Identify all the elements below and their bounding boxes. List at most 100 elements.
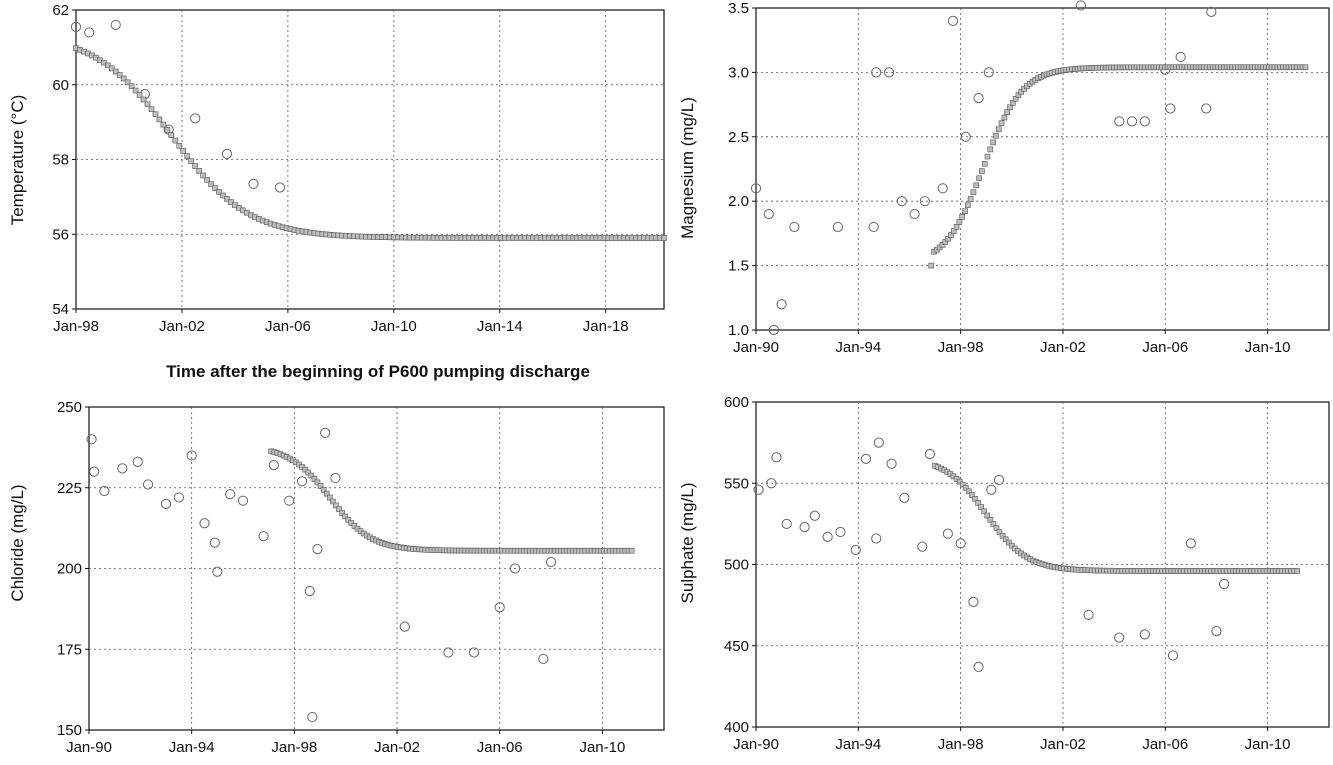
chloride-observed-point — [468, 647, 480, 658]
magnesium-observed-point — [768, 324, 780, 336]
magnesium-model-point — [956, 219, 963, 225]
sulphate-observed-point — [899, 492, 910, 503]
sulphate-model-point — [990, 521, 997, 527]
sulphate-y-tick-label: 550 — [724, 475, 749, 492]
magnesium-x-tick-label: Jan-90 — [733, 339, 779, 356]
temperature-observed-point — [70, 21, 82, 32]
magnesium-model-point — [1015, 92, 1022, 98]
chloride-model-point — [342, 513, 348, 520]
temperature-model-point — [128, 83, 135, 90]
chloride-observed-point — [86, 434, 97, 445]
sulphate-observed-point — [1139, 629, 1150, 640]
magnesium-observed-point — [1114, 116, 1125, 127]
chloride-observed-point — [225, 489, 236, 500]
magnesium-model-point — [995, 126, 1002, 133]
sulphate-x-tick-label: Jan-90 — [733, 736, 779, 753]
sulphate-observed-point — [766, 478, 777, 489]
temperature-y-tick-label: 62 — [52, 2, 69, 19]
temperature-x-tick-label: Jan-06 — [265, 318, 311, 335]
chloride-observed-point — [284, 495, 295, 506]
temperature-observed-point — [190, 113, 201, 124]
temperature-plot-area — [75, 9, 665, 310]
magnesium-model-point — [1001, 114, 1008, 121]
sulphate-observed-point — [924, 448, 936, 460]
temperature-observed-point — [274, 182, 286, 193]
magnesium-observed-point — [883, 67, 895, 78]
magnesium-observed-point — [1206, 6, 1217, 17]
chloride-observed-point — [258, 531, 269, 542]
temperature-observed-point — [221, 148, 233, 159]
chloride-observed-point — [443, 647, 454, 658]
chloride-model-point — [326, 494, 333, 501]
magnesium-y-axis-title: Magnesium (mg/L) — [678, 97, 697, 239]
temperature-model-point — [172, 137, 179, 144]
magnesium-plot-area — [755, 7, 1330, 331]
temperature-model-point — [176, 143, 183, 149]
sulphate-observed-point — [942, 528, 953, 539]
temperature-model-point — [156, 116, 163, 123]
magnesium-y-tick-label: 3.0 — [728, 64, 749, 81]
sulphate-observed-point — [993, 474, 1005, 486]
magnesium-x-tick-label: Jan-98 — [938, 339, 984, 356]
magnesium-observed-point — [832, 221, 843, 233]
chloride-observed-point — [132, 456, 143, 468]
sulphate-x-tick-label: Jan-02 — [1040, 736, 1086, 753]
chloride-observed-point — [268, 460, 279, 471]
sulphate-x-tick-label: Jan-98 — [938, 736, 984, 753]
magnesium-model-point — [962, 208, 968, 215]
sulphate-y-tick-label: 450 — [724, 638, 749, 655]
chloride-observed-point — [209, 537, 220, 548]
magnesium-x-tick-label: Jan-94 — [835, 339, 881, 356]
magnesium-y-tick-label: 2.0 — [728, 193, 749, 210]
chloride-y-tick-label: 250 — [57, 399, 82, 416]
chloride-y-tick-label: 175 — [57, 641, 82, 658]
chloride-observed-point — [304, 586, 315, 597]
magnesium-observed-point — [871, 67, 882, 78]
magnesium-observed-point — [1201, 103, 1212, 114]
temperature-model-point — [160, 121, 167, 128]
chloride-model-point — [345, 517, 352, 523]
chloride-y-axis-title: Chloride (mg/L) — [8, 484, 27, 602]
chloride-observed-point — [399, 621, 410, 632]
sulphate-observed-point — [973, 661, 984, 672]
temperature-model-point — [212, 185, 218, 191]
chloride-observed-point — [199, 518, 210, 529]
temperature-model-point — [224, 196, 230, 202]
magnesium-x-tick-label: Jan-02 — [1040, 339, 1086, 356]
magnesium-model-point — [953, 223, 960, 230]
sulphate-x-tick-label: Jan-10 — [1245, 736, 1291, 753]
sulphate-model-point — [1294, 568, 1301, 574]
chloride-model-point — [317, 483, 324, 489]
temperature-model-point — [104, 62, 111, 69]
chloride-model-point — [320, 486, 327, 493]
sulphate-model-point — [978, 504, 984, 510]
chloride-model-point — [308, 472, 315, 479]
chloride-model-point — [314, 479, 321, 486]
temperature-x-tick-label: Jan-18 — [583, 318, 629, 335]
magnesium-model-point — [942, 239, 949, 245]
temperature-x-tick-label: Jan-02 — [159, 318, 205, 335]
magnesium-model-point — [967, 196, 974, 202]
sulphate-plot: 400 450 500 550 600 Jan-90 Jan-94 Jan-98 Jan-02 J… — [724, 394, 1330, 753]
sulphate-model-point — [984, 512, 991, 519]
chloride-model-point — [333, 502, 339, 509]
chloride-observed-point — [99, 485, 110, 497]
sulphate-model-point — [956, 478, 963, 485]
chloride-x-tick-label: Jan-10 — [579, 739, 625, 756]
chloride-observed-point — [186, 450, 197, 461]
magnesium-observed-point — [896, 196, 907, 207]
magnesium-model-point — [939, 242, 946, 248]
chloride-model-point — [323, 490, 330, 497]
sulphate-observed-point — [1083, 609, 1094, 620]
magnesium-x-tick-label: Jan-10 — [1245, 339, 1291, 356]
magnesium-model-point — [945, 235, 951, 242]
magnesium-observed-point — [947, 15, 959, 26]
magnesium-observed-point — [750, 183, 762, 194]
magnesium-model-point — [970, 189, 977, 196]
sulphate-observed-point — [886, 458, 897, 469]
magnesium-observed-point — [1175, 51, 1186, 63]
magnesium-observed-point — [960, 131, 971, 142]
chloride-observed-point — [212, 566, 223, 577]
magnesium-model-point — [948, 232, 954, 238]
sulphate-observed-point — [781, 518, 792, 529]
